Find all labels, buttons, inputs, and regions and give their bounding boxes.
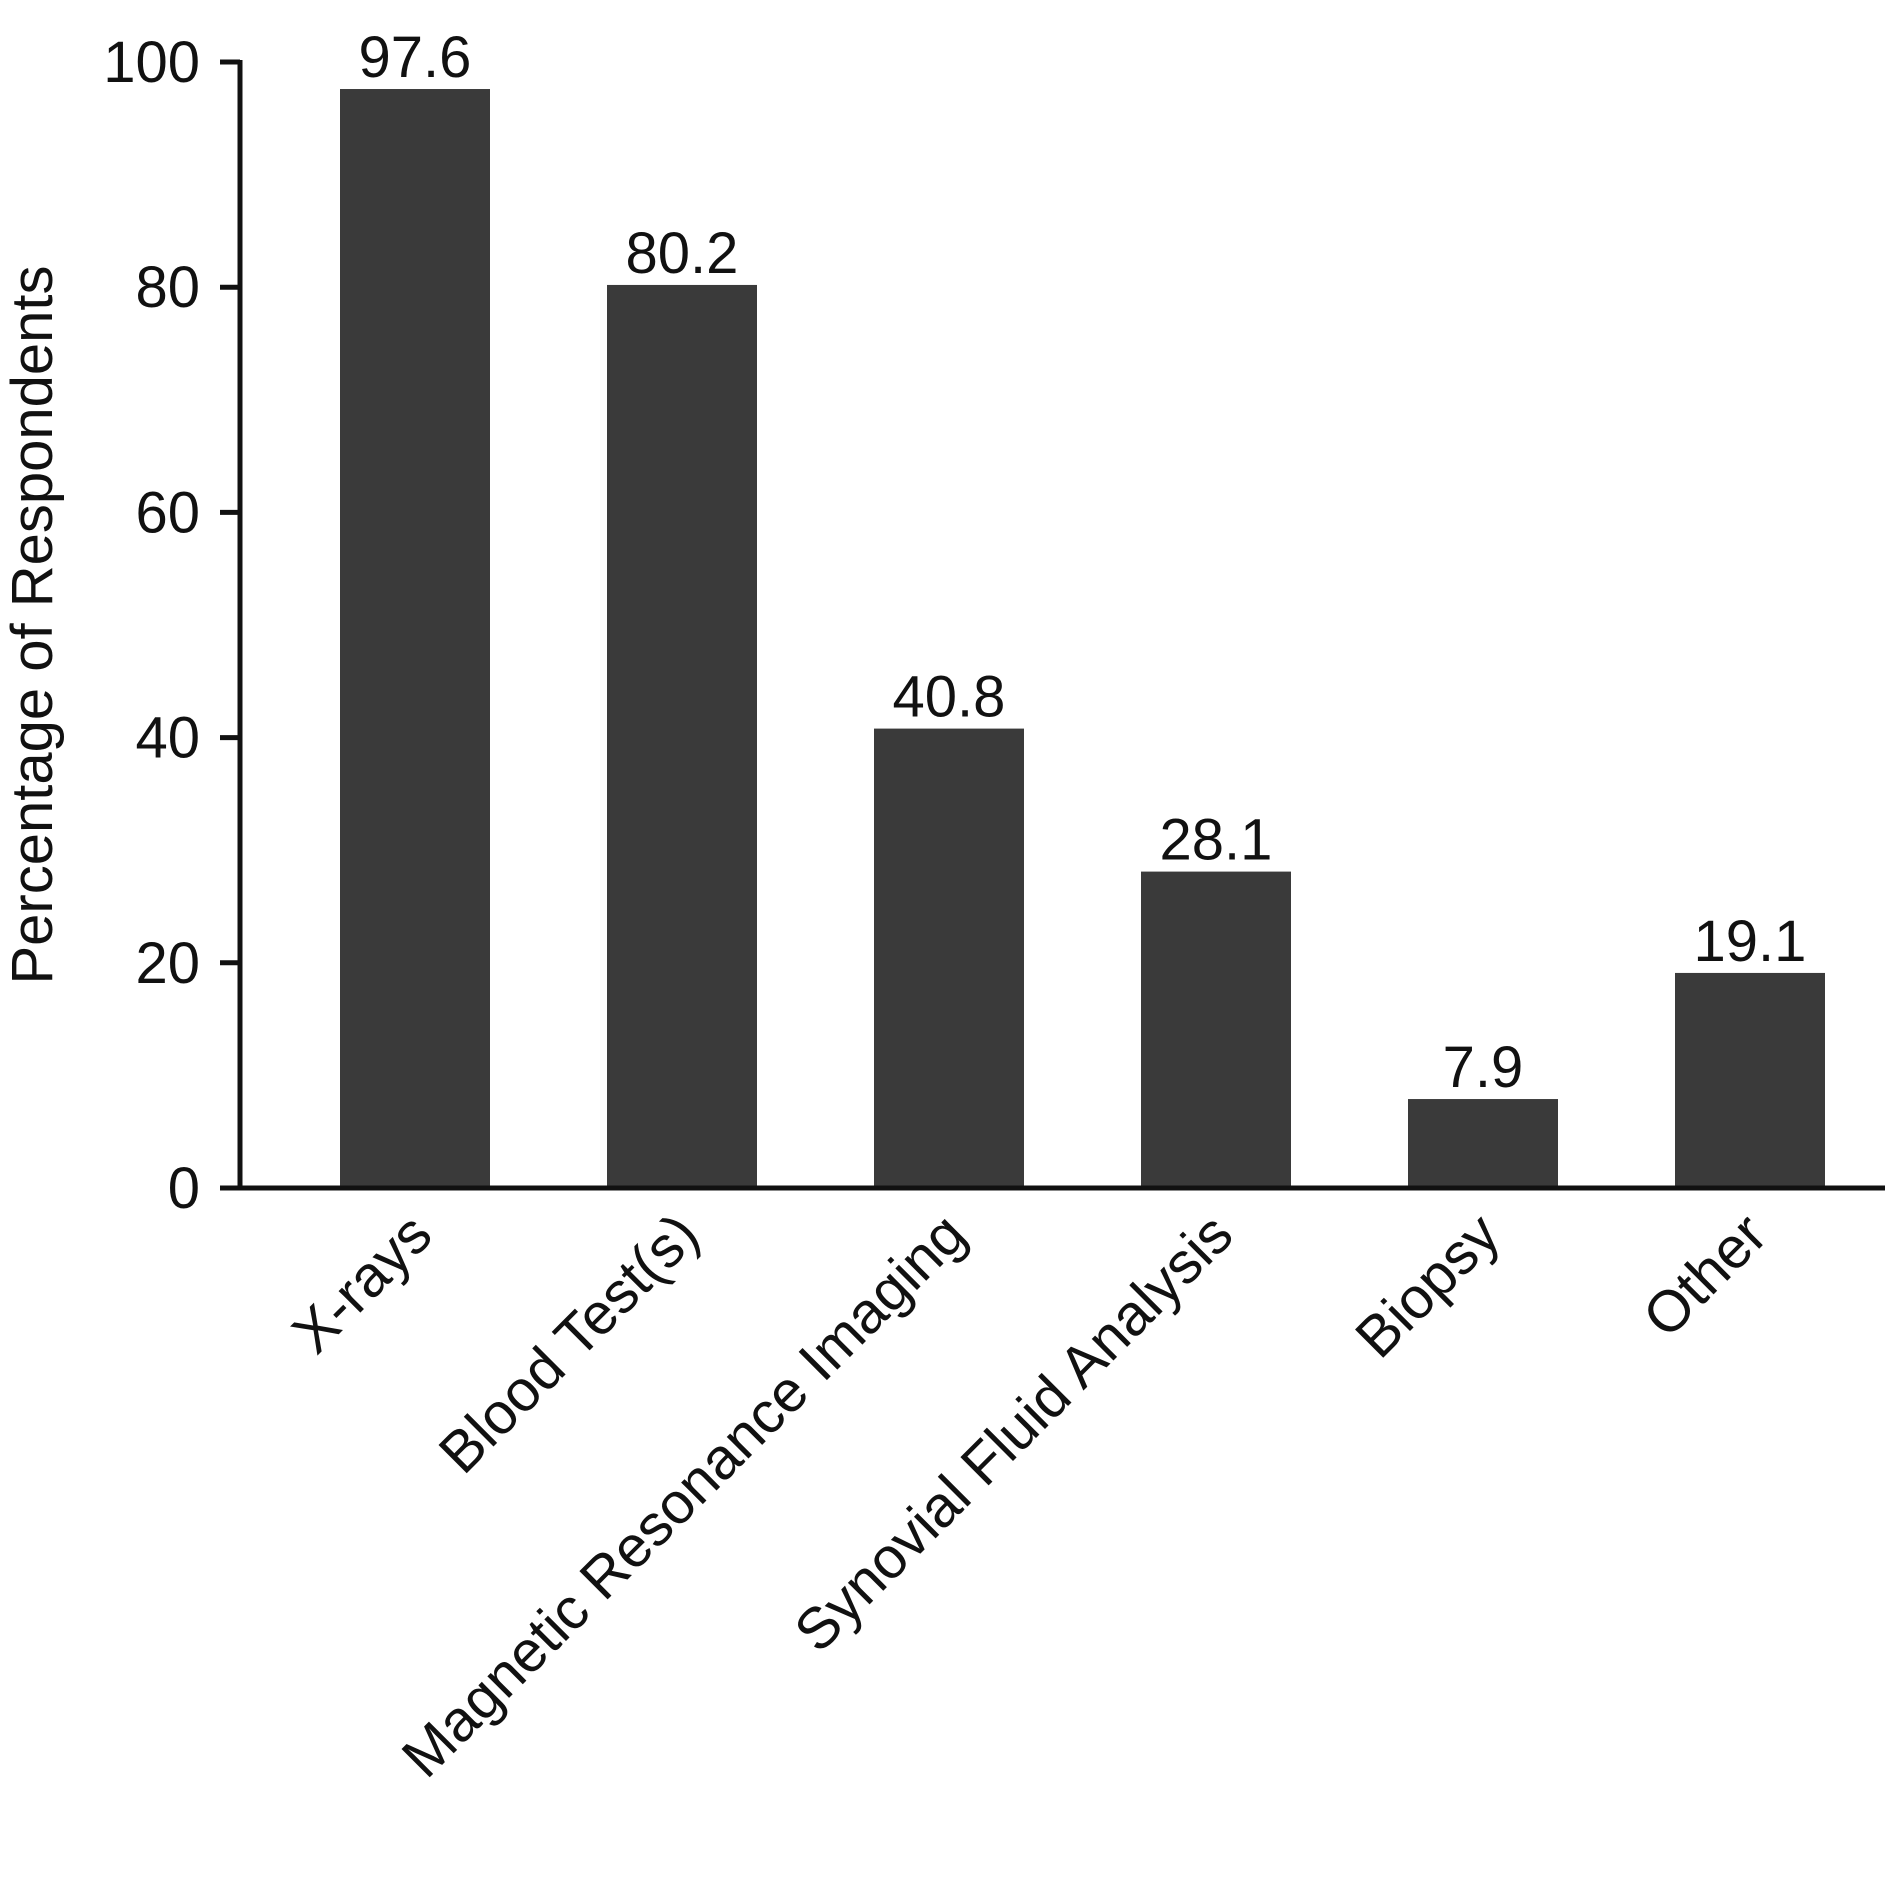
bar <box>1675 972 1825 1188</box>
bar-value-label: 40.8 <box>893 665 1006 730</box>
y-tick-label: 60 <box>135 480 200 545</box>
x-category-label: Biopsy <box>1343 1201 1512 1370</box>
bar <box>607 284 757 1188</box>
bar-value-label: 80.2 <box>626 221 739 286</box>
y-axis-title: Percentage of Respondents <box>0 265 65 984</box>
bar <box>340 89 490 1188</box>
bar-value-label: 28.1 <box>1160 808 1273 873</box>
x-category-label: Blood Test(s) <box>427 1201 712 1486</box>
bars-group <box>340 89 1825 1188</box>
y-ticks-group: 0 20 40 60 80 100 <box>103 30 240 1221</box>
bar-value-label: 19.1 <box>1694 909 1807 974</box>
y-tick-label: 40 <box>135 706 200 771</box>
bar <box>1141 871 1291 1188</box>
y-tick-label: 20 <box>135 931 200 996</box>
x-category-label: X-rays <box>280 1201 444 1365</box>
y-tick-label: 80 <box>135 255 200 320</box>
bar <box>874 728 1024 1188</box>
x-category-label: Synovial Fluid Analysis <box>782 1201 1245 1664</box>
axes-group <box>237 60 1885 1191</box>
bar <box>1408 1099 1558 1188</box>
x-category-label: Magnetic Resonance Imaging <box>390 1201 979 1790</box>
bar-value-label: 7.9 <box>1443 1035 1524 1100</box>
y-tick-label: 0 <box>168 1156 200 1221</box>
bar-value-label: 97.6 <box>359 25 472 90</box>
x-category-label: Other <box>1631 1201 1780 1350</box>
bar-value-labels: 97.6 80.2 40.8 28.1 7.9 19.1 <box>359 25 1807 1100</box>
y-tick-label: 100 <box>103 30 200 95</box>
